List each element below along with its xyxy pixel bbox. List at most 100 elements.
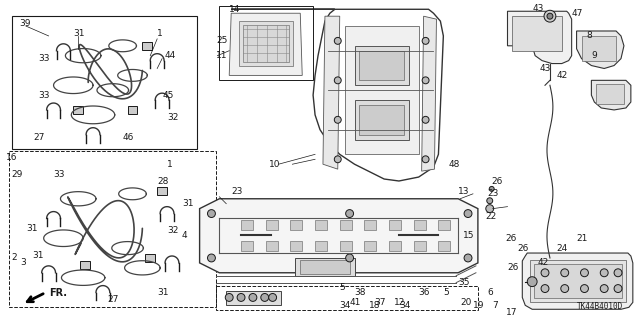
Circle shape — [237, 293, 245, 301]
Bar — [300, 260, 349, 274]
Circle shape — [487, 198, 493, 204]
Polygon shape — [323, 16, 340, 169]
Bar — [596, 84, 624, 104]
Bar — [315, 241, 327, 251]
Text: 12: 12 — [394, 298, 405, 307]
Bar — [239, 21, 293, 65]
Text: 15: 15 — [463, 231, 475, 240]
Bar — [220, 6, 313, 80]
Text: 23: 23 — [231, 187, 243, 197]
Text: 10: 10 — [269, 160, 280, 169]
Text: 8: 8 — [586, 32, 592, 41]
Circle shape — [544, 10, 556, 22]
Text: 33: 33 — [54, 170, 65, 179]
Text: 26: 26 — [508, 263, 519, 272]
Bar — [266, 220, 278, 230]
Circle shape — [547, 13, 553, 19]
Text: 31: 31 — [26, 224, 37, 233]
Bar — [142, 42, 152, 50]
Bar — [340, 241, 351, 251]
Text: 31: 31 — [74, 29, 84, 39]
Text: 48: 48 — [448, 160, 460, 169]
Bar — [438, 241, 451, 251]
Circle shape — [269, 293, 276, 301]
Text: 32: 32 — [167, 113, 179, 122]
Text: 17: 17 — [506, 308, 517, 317]
Text: 26: 26 — [517, 244, 529, 253]
Polygon shape — [508, 11, 572, 63]
Text: 31: 31 — [157, 288, 169, 297]
Bar — [389, 241, 401, 251]
Bar — [364, 241, 376, 251]
Text: 24: 24 — [557, 244, 568, 253]
Text: 32: 32 — [167, 226, 179, 235]
Circle shape — [207, 210, 216, 218]
Text: 4: 4 — [182, 231, 188, 240]
Circle shape — [464, 254, 472, 262]
Bar — [513, 16, 562, 51]
Circle shape — [541, 285, 549, 293]
Bar — [241, 220, 253, 230]
Circle shape — [600, 285, 608, 293]
Bar — [413, 241, 426, 251]
Circle shape — [580, 269, 588, 277]
Text: 31: 31 — [32, 251, 44, 261]
Polygon shape — [522, 253, 633, 309]
Text: 27: 27 — [108, 295, 119, 304]
Text: 1: 1 — [157, 29, 163, 39]
Text: 23: 23 — [488, 189, 499, 198]
Text: 46: 46 — [123, 133, 134, 142]
Text: 6: 6 — [488, 288, 493, 297]
Bar — [534, 264, 622, 299]
Polygon shape — [345, 26, 419, 154]
Bar — [413, 220, 426, 230]
Bar — [582, 36, 616, 61]
Bar — [315, 220, 327, 230]
Circle shape — [334, 156, 341, 163]
Text: 43: 43 — [539, 64, 550, 73]
Bar — [355, 100, 409, 139]
Polygon shape — [200, 199, 478, 273]
Circle shape — [614, 269, 622, 277]
Text: 38: 38 — [355, 288, 366, 297]
Circle shape — [600, 269, 608, 277]
Bar — [360, 51, 404, 80]
Bar — [216, 286, 478, 310]
Text: 20: 20 — [460, 298, 472, 307]
Bar — [266, 241, 278, 251]
Circle shape — [260, 293, 269, 301]
Text: 42: 42 — [537, 258, 548, 267]
Bar — [9, 152, 216, 307]
Bar — [291, 241, 302, 251]
Text: 29: 29 — [11, 170, 22, 179]
Text: 42: 42 — [557, 71, 568, 80]
Bar — [157, 187, 167, 195]
Bar — [295, 258, 355, 276]
Text: 1: 1 — [167, 160, 173, 169]
Circle shape — [464, 210, 472, 218]
Circle shape — [527, 277, 537, 286]
Text: 31: 31 — [182, 199, 193, 208]
Text: 14: 14 — [229, 5, 241, 14]
Bar — [360, 105, 404, 135]
Bar — [291, 220, 302, 230]
Circle shape — [614, 285, 622, 293]
Text: 34: 34 — [399, 301, 410, 310]
Polygon shape — [229, 13, 302, 75]
Bar — [243, 25, 289, 62]
Circle shape — [346, 254, 353, 262]
Circle shape — [422, 116, 429, 123]
Text: 13: 13 — [458, 187, 470, 197]
Circle shape — [486, 205, 493, 212]
Text: 16: 16 — [6, 153, 18, 162]
Text: 37: 37 — [374, 298, 386, 307]
Circle shape — [422, 37, 429, 44]
Text: 44: 44 — [164, 51, 175, 60]
Polygon shape — [591, 80, 631, 110]
Circle shape — [422, 156, 429, 163]
Circle shape — [249, 293, 257, 301]
Bar — [227, 291, 280, 305]
Circle shape — [334, 116, 341, 123]
Circle shape — [225, 293, 233, 301]
Circle shape — [346, 210, 353, 218]
